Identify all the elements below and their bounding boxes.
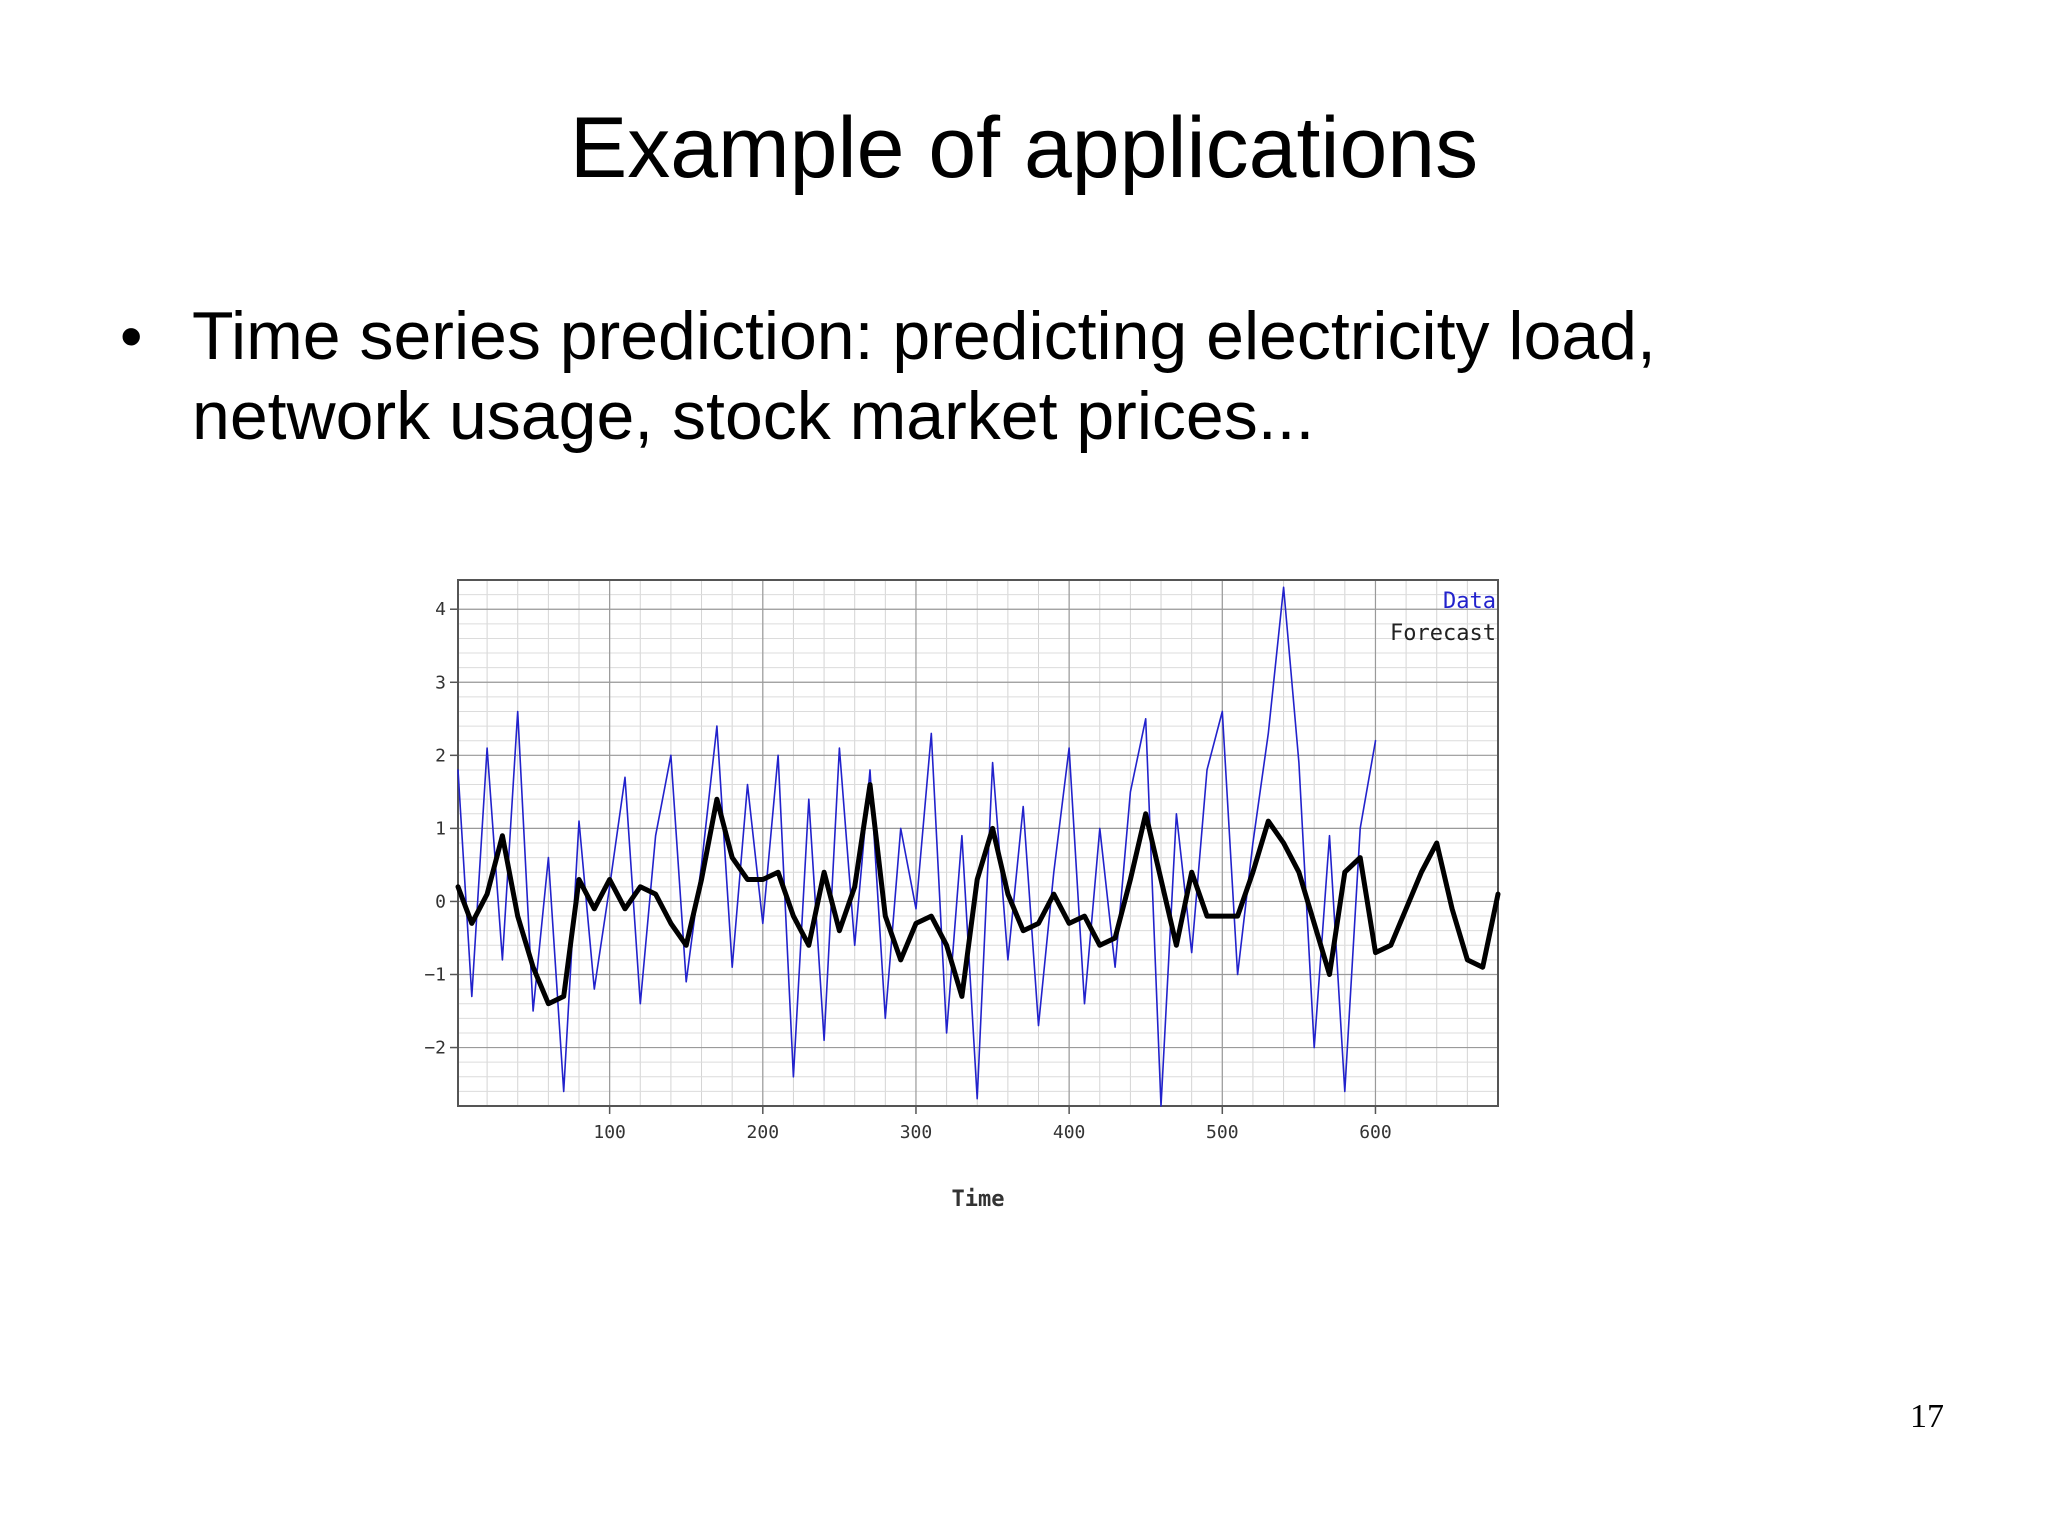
x-tick-label: 100	[593, 1122, 626, 1143]
legend-entry-forecast: Forecast	[1390, 621, 1496, 646]
y-tick-label: 1	[435, 818, 446, 839]
x-tick-label: 300	[900, 1122, 933, 1143]
y-tick-label: 4	[435, 599, 446, 620]
y-tick-label: 0	[435, 891, 446, 912]
chart-svg: 100 200 300 400 500 600 −2 −1 0 1 2 3 4 Data Forecast T…	[424, 579, 1501, 1212]
slide-title: Example of applications	[569, 100, 1479, 196]
x-tick-label: 500	[1206, 1122, 1239, 1143]
y-tick-label: 3	[435, 672, 446, 693]
legend-entry-data: Data	[1443, 589, 1496, 614]
x-tick-label: 200	[747, 1122, 780, 1143]
time-series-chart: 100 200 300 400 500 600 −2 −1 0 1 2 3 4 Data Forecast T…	[400, 560, 1520, 1240]
series-line-forecast	[455, 782, 1501, 1007]
y-tick-label: 2	[435, 745, 446, 766]
x-axis-label: Time	[952, 1187, 1005, 1212]
bullet-dot-icon: •	[120, 300, 143, 372]
y-tick-label: −1	[424, 965, 446, 986]
series-line-data	[457, 586, 1377, 1107]
x-tick-label: 400	[1053, 1122, 1086, 1143]
bullet-text: Time series prediction: predicting elect…	[192, 298, 1656, 454]
x-tick-label: 600	[1359, 1122, 1392, 1143]
plot-frame	[457, 579, 1499, 1107]
page-number: 17	[1910, 1398, 1944, 1435]
y-tick-label: −2	[424, 1038, 446, 1059]
